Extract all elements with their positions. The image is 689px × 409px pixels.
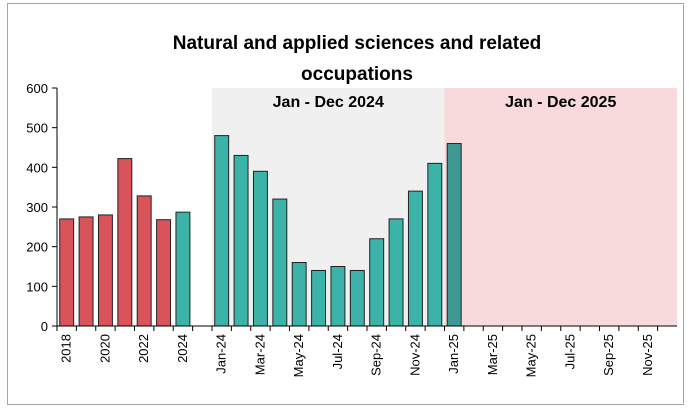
x-tick-label: 2018: [59, 334, 74, 363]
bar: [156, 219, 172, 327]
x-tick-label: May-25: [524, 334, 539, 377]
bar: [446, 143, 462, 327]
x-tick-label: Mar-25: [485, 334, 500, 375]
x-tick-label: Sep-24: [369, 334, 384, 376]
period-label: Jan - Dec 2024: [273, 94, 384, 111]
y-tick-label: 600: [26, 81, 48, 96]
bar: [330, 266, 346, 327]
bar: [78, 216, 94, 327]
x-tick-label: Jul-24: [330, 334, 345, 369]
period-region: [212, 88, 445, 326]
bar: [369, 238, 385, 327]
x-tick-label: Jan-24: [214, 334, 229, 374]
bar: [117, 158, 133, 327]
bar: [233, 154, 249, 327]
x-tick-label: 2022: [136, 334, 151, 363]
bar: [272, 198, 288, 327]
y-tick-label: 300: [26, 200, 48, 215]
x-tick-label: 2024: [175, 334, 190, 363]
chart-title: Natural and applied sciences and related…: [172, 33, 542, 85]
bar: [311, 269, 327, 327]
bar: [97, 214, 113, 327]
bar: [388, 218, 404, 327]
y-tick-label: 200: [26, 240, 48, 255]
y-tick-label: 500: [26, 121, 48, 136]
bar: [349, 269, 365, 327]
bar: [175, 211, 191, 327]
bar: [252, 170, 268, 327]
period-label: Jan - Dec 2025: [505, 94, 616, 111]
x-tick-label: Jan-25: [446, 334, 461, 374]
period-region: [444, 88, 677, 326]
y-tick-label: 400: [26, 160, 48, 175]
x-tick-label: May-24: [291, 334, 306, 377]
x-tick-label: Mar-24: [252, 334, 267, 375]
bar: [407, 190, 423, 327]
bar: [427, 162, 443, 327]
x-tick-label: Nov-24: [407, 334, 422, 376]
x-tick-label: Jul-25: [562, 334, 577, 369]
y-tick-label: 100: [26, 279, 48, 294]
y-tick-label: 0: [41, 319, 48, 334]
x-tick-label: 2020: [97, 334, 112, 363]
bar: [291, 262, 307, 327]
x-tick-label: Nov-25: [640, 334, 655, 376]
x-tick-label: Sep-25: [601, 334, 616, 376]
bar: [59, 218, 75, 327]
bar: [214, 135, 230, 327]
bar: [136, 195, 152, 327]
